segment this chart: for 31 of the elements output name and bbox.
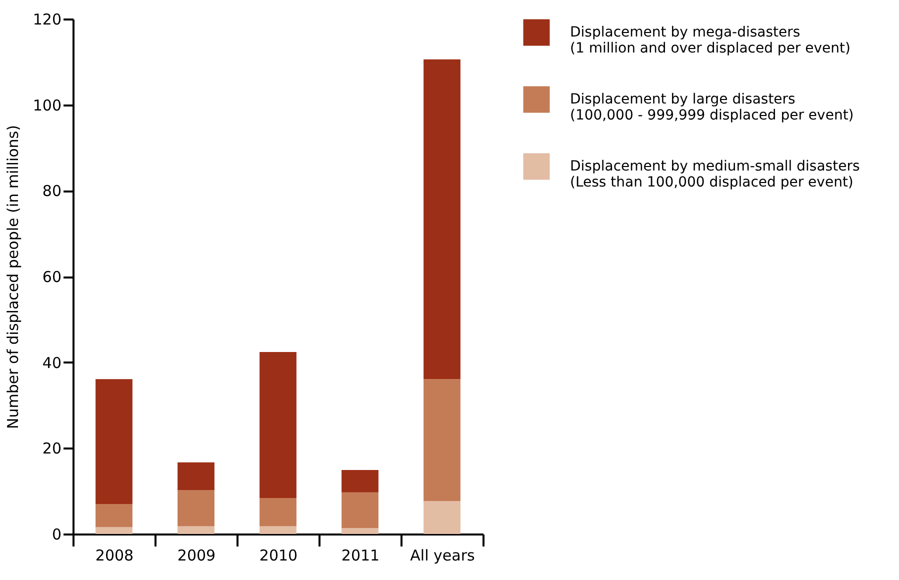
- bar: [424, 379, 460, 501]
- bar: [260, 526, 296, 534]
- y-tick-label: 60: [42, 268, 62, 286]
- y-tick-label: 120: [32, 10, 62, 28]
- y-tick-label: 0: [52, 526, 62, 544]
- x-tick-label: All years: [410, 546, 475, 564]
- bar: [342, 492, 378, 528]
- x-tick-label: 2008: [95, 546, 134, 564]
- y-tick-label: 80: [42, 182, 62, 200]
- x-tick-label: 2010: [259, 546, 298, 564]
- bar: [260, 352, 296, 498]
- bar: [96, 504, 132, 528]
- bar: [96, 527, 132, 534]
- bar: [424, 500, 460, 534]
- y-tick-label: 40: [42, 354, 62, 372]
- legend-label: Displacement by mega-disasters (1 million and over displaced per event): [570, 24, 850, 56]
- bar: [178, 462, 214, 490]
- bar: [424, 59, 460, 380]
- y-tick-label: 100: [32, 96, 62, 114]
- bar: [178, 526, 214, 534]
- y-tick-label: 20: [42, 440, 62, 458]
- y-axis-title: Number of displaced people (in millions): [4, 125, 22, 429]
- x-tick-label: 2009: [177, 546, 216, 564]
- bar: [342, 528, 378, 534]
- bar: [342, 470, 378, 492]
- x-tick-label: 2011: [341, 546, 380, 564]
- bar: [178, 490, 214, 526]
- bar: [260, 498, 296, 526]
- legend-label: Displacement by large disasters (100,000 - 999,999 displaced per event): [570, 92, 854, 124]
- bar: [96, 379, 132, 504]
- legend-label: Displacement by medium-small disasters (Less than 100,000 displaced per event): [570, 158, 860, 190]
